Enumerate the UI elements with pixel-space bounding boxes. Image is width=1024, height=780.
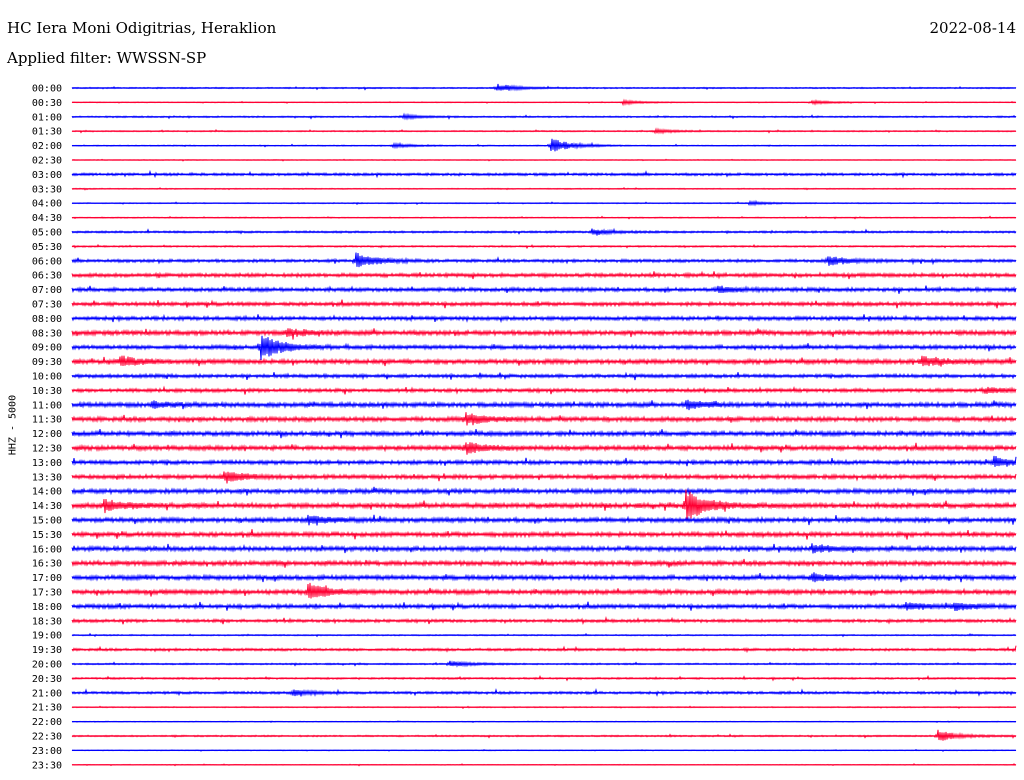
tick-label: 18:30 — [32, 616, 62, 627]
tick-label: 23:30 — [32, 760, 62, 771]
tick-label: 04:00 — [32, 199, 62, 210]
tick-label: 07:30 — [32, 300, 62, 311]
trace-line — [71, 335, 1017, 361]
tick-label: 01:00 — [32, 112, 62, 123]
date-label: 2022-08-14 — [929, 19, 1016, 37]
tick-label: 22:00 — [32, 717, 62, 728]
tick-label: 14:30 — [32, 501, 62, 512]
tick-label: 22:30 — [32, 732, 62, 743]
trace-line — [71, 471, 1017, 484]
tick-label: 11:00 — [32, 400, 62, 411]
tick-label: 08:30 — [32, 328, 62, 339]
tick-label: 10:00 — [32, 372, 62, 383]
tick-label: 05:00 — [32, 228, 62, 239]
tick-label: 01:30 — [32, 127, 62, 138]
tick-label: 00:00 — [32, 84, 62, 95]
tick-label: 02:00 — [32, 141, 62, 152]
trace-line — [71, 328, 1017, 340]
tick-label: 06:00 — [32, 256, 62, 267]
trace-line — [71, 582, 1017, 599]
tick-label: 14:00 — [32, 487, 62, 498]
tick-label: 18:00 — [32, 602, 62, 613]
trace-line — [71, 489, 1017, 521]
tick-label: 05:30 — [32, 242, 62, 253]
tick-label: 10:30 — [32, 386, 62, 397]
tick-label: 21:00 — [32, 688, 62, 699]
tick-label: 20:30 — [32, 674, 62, 685]
tick-label: 13:00 — [32, 458, 62, 469]
trace-line — [71, 455, 1017, 467]
tick-labels: 00:00 00:30 01:00 01:30 02:00 02:30 03:00 03:30… — [32, 84, 62, 772]
tick-label: 04:30 — [32, 213, 62, 224]
tick-label: 23:00 — [32, 746, 62, 757]
tick-label: 07:00 — [32, 285, 62, 296]
tick-label: 03:30 — [32, 184, 62, 195]
station-title: HC Iera Moni Odigitrias, Heraklion — [7, 19, 277, 37]
trace-line — [71, 252, 1017, 268]
trace-lines — [71, 83, 1017, 767]
trace-line — [71, 645, 1017, 654]
trace-line — [71, 729, 1017, 741]
tick-label: 21:30 — [32, 703, 62, 714]
tick-label: 15:30 — [32, 530, 62, 541]
tick-label: 00:30 — [32, 98, 62, 109]
tick-label: 17:30 — [32, 588, 62, 599]
tick-label: 19:00 — [32, 631, 62, 642]
tick-label: 13:30 — [32, 472, 62, 483]
tick-label: 15:00 — [32, 516, 62, 527]
tick-label: 08:00 — [32, 314, 62, 325]
tick-label: 09:00 — [32, 343, 62, 354]
tick-label: 09:30 — [32, 357, 62, 368]
filter-label: Applied filter: WWSSN-SP — [7, 49, 207, 67]
tick-label: 20:00 — [32, 660, 62, 671]
tick-label: 11:30 — [32, 415, 62, 426]
tick-label: 12:30 — [32, 444, 62, 455]
tick-label: 06:30 — [32, 271, 62, 282]
tick-label: 16:30 — [32, 559, 62, 570]
tick-label: 03:00 — [32, 170, 62, 181]
trace-line — [71, 83, 1017, 92]
tick-label: 17:00 — [32, 573, 62, 584]
tick-label: 19:30 — [32, 645, 62, 656]
tick-label: 02:30 — [32, 156, 62, 167]
tick-label: 12:00 — [32, 429, 62, 440]
tick-label: 16:00 — [32, 544, 62, 555]
